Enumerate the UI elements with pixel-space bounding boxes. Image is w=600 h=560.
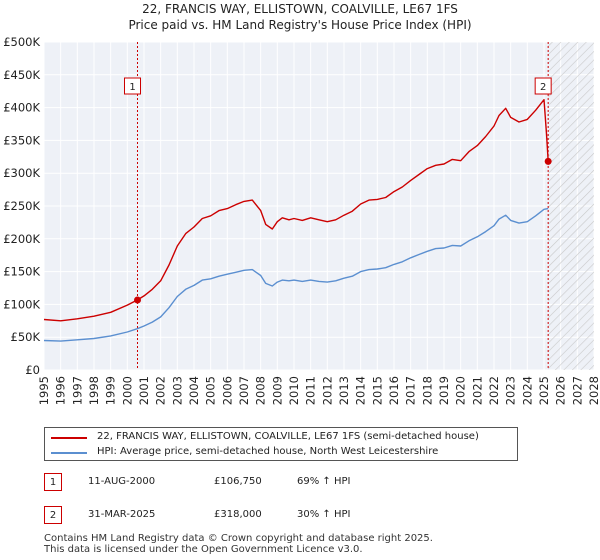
property-price-line [43, 98, 549, 322]
footer-copyright: Contains HM Land Registry data © Crown c… [44, 533, 433, 544]
y-tick-label: £250K [3, 199, 40, 213]
x-tick-label: 2003 [170, 376, 184, 405]
x-tick-label: 2011 [304, 376, 318, 405]
sale-date-2: 31-MAR-2025 [88, 509, 156, 520]
x-tick-label: 2002 [154, 376, 168, 405]
sale-price-2: £318,000 [214, 509, 262, 520]
x-tick-label: 2022 [487, 376, 501, 405]
sale-2-label-text: 2 [540, 82, 546, 93]
y-tick-label: £50K [11, 330, 41, 344]
legend: 22, FRANCIS WAY, ELLISTOWN, COALVILLE, L… [44, 427, 518, 461]
x-tick-label: 2016 [387, 376, 401, 405]
x-tick-label: 2013 [337, 376, 351, 405]
x-tick-label: 2004 [187, 376, 201, 405]
legend-swatch-property [51, 437, 87, 439]
x-tick-label: 2006 [220, 376, 234, 405]
y-tick-label: £400K [3, 101, 40, 115]
x-tick-label: 2028 [587, 376, 600, 405]
x-tick-label: 2015 [370, 376, 384, 405]
x-tick-label: 1996 [54, 376, 68, 405]
x-tick-label: 2010 [287, 376, 301, 405]
x-tick-label: 2027 [570, 376, 584, 405]
legend-label-property: 22, FRANCIS WAY, ELLISTOWN, COALVILLE, L… [97, 431, 479, 442]
x-tick-label: 2025 [537, 376, 551, 405]
sale-marker-1: 1 [44, 473, 62, 491]
x-tick-label: 2007 [237, 376, 251, 405]
sale-date-1: 11-AUG-2000 [88, 476, 156, 487]
sale-marker-2: 2 [44, 506, 62, 524]
x-tick-label: 2009 [270, 376, 284, 405]
x-tick-label: 2017 [404, 376, 418, 405]
sale-1-label-text: 1 [129, 82, 135, 93]
y-tick-label: £500K [3, 35, 40, 49]
chart-title: 22, FRANCIS WAY, ELLISTOWN, COALVILLE, L… [142, 2, 458, 16]
x-tick-label: 1998 [87, 376, 101, 405]
sale-2-point [544, 157, 552, 165]
sale-hpi-1: 69% ↑ HPI [297, 476, 351, 487]
sale-2-label-box [534, 77, 552, 95]
x-tick-label: 2000 [120, 376, 134, 405]
sale-1-point [134, 296, 141, 304]
y-tick-label: £200K [3, 232, 40, 246]
x-tick-label: 2026 [554, 376, 568, 405]
x-tick-label: 2023 [504, 376, 518, 405]
y-tick-label: £100K [3, 297, 40, 311]
price-chart: 22, FRANCIS WAY, ELLISTOWN, COALVILLE, L… [3, 2, 600, 405]
legend-label-hpi: HPI: Average price, semi-detached house,… [97, 446, 439, 457]
forecast-hatch [548, 42, 594, 370]
y-tick-label: £450K [3, 68, 40, 82]
hpi-line [43, 207, 549, 342]
footer-licence: This data is licensed under the Open Gov… [44, 544, 363, 555]
chart-subtitle: Price paid vs. HM Land Registry's House … [128, 18, 471, 32]
x-tick-label: 2019 [437, 376, 451, 405]
x-tick-label: 2012 [320, 376, 334, 405]
y-tick-label: £150K [3, 265, 40, 279]
sale-hpi-2: 30% ↑ HPI [297, 509, 351, 520]
x-tick-label: 2021 [470, 376, 484, 405]
sale-1-label: 1 [124, 77, 141, 95]
x-tick-label: 2014 [354, 376, 368, 405]
x-tick-label: 2024 [520, 376, 534, 405]
sale-1-label-box [124, 77, 141, 95]
y-tick-label: £300K [3, 166, 40, 180]
sale-price-1: £106,750 [214, 476, 262, 487]
y-tick-label: £0 [25, 363, 40, 377]
x-tick-label: 2005 [204, 376, 218, 405]
x-tick-label: 1997 [70, 376, 84, 405]
y-tick-label: £350K [3, 133, 40, 147]
x-tick-label: 2008 [254, 376, 268, 405]
x-tick-label: 2001 [137, 376, 151, 405]
x-tick-label: 2018 [420, 376, 434, 405]
x-tick-label: 1999 [104, 376, 118, 405]
x-tick-label: 2020 [454, 376, 468, 405]
legend-swatch-hpi [51, 452, 87, 454]
x-tick-label: 1995 [37, 376, 51, 405]
sale-2-label: 2 [534, 77, 552, 95]
